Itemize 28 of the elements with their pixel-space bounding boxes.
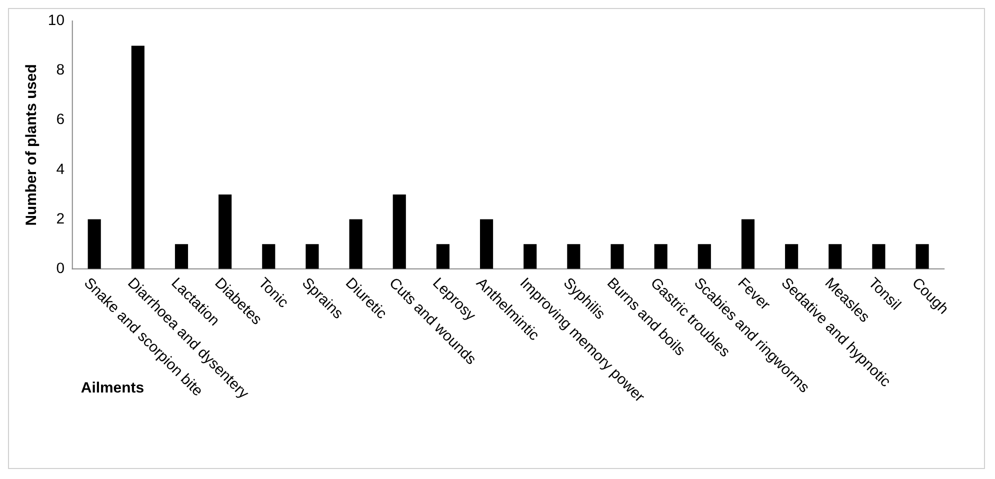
bar <box>741 219 755 269</box>
y-axis-title: Number of plants used <box>23 64 40 226</box>
y-tick-label: 8 <box>56 62 65 79</box>
bar <box>828 244 842 269</box>
bar <box>610 244 624 269</box>
bar <box>785 244 798 269</box>
bar <box>392 194 406 269</box>
bar <box>306 244 319 269</box>
y-tick-label: 4 <box>56 160 65 178</box>
bar <box>872 244 886 269</box>
bar <box>131 46 144 269</box>
bar <box>436 244 450 269</box>
bar <box>174 244 188 269</box>
y-tick-label: 2 <box>56 210 65 228</box>
bar <box>524 244 537 269</box>
bar <box>88 219 101 269</box>
bar <box>262 244 276 269</box>
bar <box>349 219 362 269</box>
bar <box>698 244 711 269</box>
bar <box>654 244 668 269</box>
bar <box>916 244 929 269</box>
bar <box>480 219 494 269</box>
bar <box>567 244 580 269</box>
y-tick-label: 10 <box>48 12 65 30</box>
x-axis-title: Ailments <box>80 379 144 396</box>
bar <box>218 194 232 269</box>
y-tick-label: 6 <box>56 111 65 128</box>
y-tick-label: 0 <box>56 260 65 277</box>
